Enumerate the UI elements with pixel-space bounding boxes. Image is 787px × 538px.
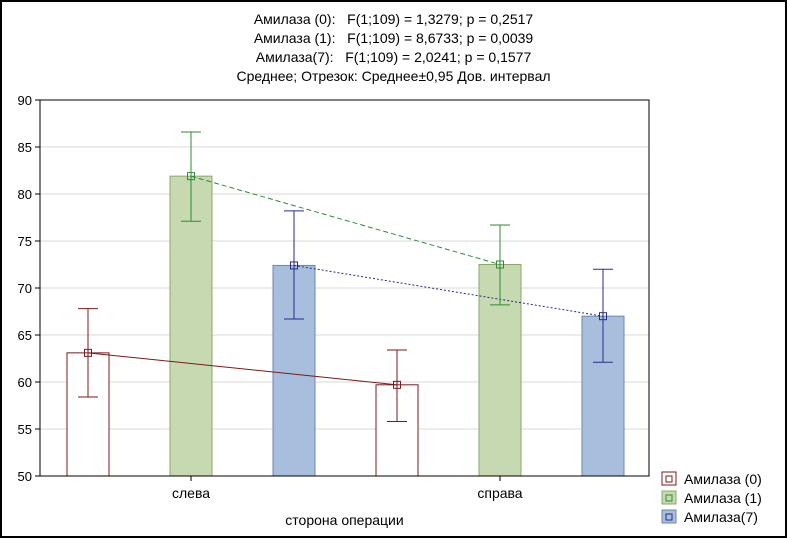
x-axis-label: сторона операции bbox=[285, 512, 403, 528]
ytick-label-8: 90 bbox=[18, 93, 32, 108]
legend-marker-1 bbox=[665, 494, 673, 502]
mean-marker-0-0 bbox=[84, 348, 92, 357]
stats-line-2: Амилаза(7): F(1;109) = 2,0241; p = 0,157… bbox=[255, 49, 532, 65]
bar-1-0 bbox=[169, 175, 213, 477]
mean-marker-2-1 bbox=[599, 312, 607, 321]
ytick-label-6: 80 bbox=[18, 187, 32, 202]
legend-marker-0 bbox=[665, 475, 673, 483]
legend-swatch-2 bbox=[661, 509, 677, 524]
mean-marker-1-0 bbox=[187, 172, 195, 181]
xtick-label-0: слева bbox=[172, 485, 210, 501]
ytick-label-7: 85 bbox=[18, 140, 32, 155]
series-line-0 bbox=[87, 352, 398, 386]
stats-line-1: Амилаза (1): F(1;109) = 8,6733; p = 0,00… bbox=[253, 30, 534, 46]
legend-label-2: Амилаза(7) bbox=[684, 509, 758, 525]
stats-line-0: Амилаза (0): F(1;109) = 1,3279; p = 0,25… bbox=[253, 11, 534, 27]
stats-line-3: Среднее; Отрезок: Среднее±0,95 Дов. инте… bbox=[236, 68, 551, 84]
mean-marker-0-1 bbox=[393, 380, 401, 389]
ytick-label-5: 75 bbox=[18, 234, 32, 249]
legend-label-1: Амилаза (1) bbox=[684, 490, 762, 506]
xtick-label-1: справа bbox=[477, 485, 522, 501]
ytick-label-3: 65 bbox=[18, 328, 32, 343]
ytick-label-0: 50 bbox=[18, 469, 32, 484]
ytick-label-2: 60 bbox=[18, 375, 32, 390]
series-line-2 bbox=[293, 264, 604, 317]
legend-label-0: Амилаза (0) bbox=[684, 471, 762, 487]
legend-marker-2 bbox=[665, 513, 673, 521]
mean-marker-2-0 bbox=[290, 261, 298, 270]
legend-swatch-0 bbox=[661, 471, 677, 486]
mean-marker-1-1 bbox=[496, 260, 504, 269]
ytick-label-4: 70 bbox=[18, 281, 32, 296]
ytick-label-1: 55 bbox=[18, 422, 32, 437]
legend-swatch-1 bbox=[661, 490, 677, 505]
series-line-1 bbox=[190, 175, 501, 265]
stats-header: Амилаза (0): F(1;109) = 1,3279; p = 0,25… bbox=[0, 10, 787, 86]
